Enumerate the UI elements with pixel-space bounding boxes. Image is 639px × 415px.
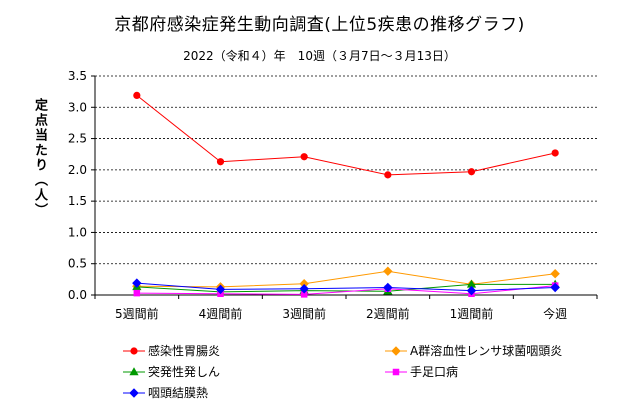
data-point: [133, 91, 141, 99]
x-tick-label: 1週間前: [450, 306, 494, 321]
plot-area: 0.0 0.5 1.0 1.5 2.0 2.5 3.0 3.5 5週間前 4週間前 3週間前 2週間前…: [68, 69, 598, 321]
legend-label: 咽頭結膜熱: [148, 386, 209, 400]
data-point: [383, 282, 393, 293]
legend-marker: [129, 388, 139, 398]
legend-swatch: [385, 368, 407, 376]
data-point: [383, 266, 393, 276]
legend-swatch: [385, 346, 407, 356]
chart-subtitle: 2022（令和４）年 10週（３月7日～３月13日）: [183, 49, 456, 63]
series-line: [136, 285, 556, 295]
data-point: [215, 284, 226, 295]
chart-title: 京都府感染症発生動向調査(上位5疾患の推移グラフ): [114, 15, 525, 35]
data-point: [133, 289, 141, 297]
y-tick-label: 2.0: [68, 163, 87, 177]
legend-label: A群溶血性レンサ球菌咽頭炎: [410, 344, 563, 358]
x-tick-label: 5週間前: [115, 306, 159, 321]
legend-marker: [391, 346, 401, 356]
legend-swatch: [123, 347, 145, 355]
series-line: [136, 270, 556, 288]
legend-swatch: [123, 388, 145, 398]
y-tick-label: 1.5: [68, 194, 87, 208]
series-line: [136, 282, 556, 292]
series-line: [136, 283, 556, 293]
legend-label: 突発性発しん: [148, 365, 221, 379]
y-tick-label: 0.5: [68, 257, 87, 271]
data-point: [384, 171, 392, 179]
y-tick-label: 1.0: [68, 225, 87, 239]
data-point: [132, 278, 142, 288]
x-tick-label: 今週: [543, 306, 567, 321]
y-tick-label: 3.0: [68, 100, 87, 114]
data-point: [550, 282, 560, 293]
y-tick-label: 0.0: [68, 288, 87, 302]
legend-marker: [392, 368, 400, 376]
y-tick-label: 2.5: [68, 132, 87, 146]
data-point: [550, 269, 560, 279]
data-point: [300, 153, 308, 161]
legend-swatch: [123, 367, 145, 376]
data-point: [299, 284, 309, 294]
data-point: [467, 168, 476, 176]
data-point: [551, 149, 559, 157]
data-point: [466, 285, 477, 296]
series-line: [136, 95, 556, 176]
y-axis-label: 定点当たり（人）: [32, 98, 47, 218]
x-tick-label: 3週間前: [282, 306, 326, 321]
data-point: [216, 158, 225, 166]
y-tick-label: 3.5: [68, 69, 87, 83]
legend-marker: [129, 367, 139, 376]
x-tick-label: 4週間前: [199, 306, 243, 321]
legend-marker: [130, 347, 138, 355]
legend-label: 感染性胃腸炎: [148, 344, 221, 358]
x-tick-label: 2週間前: [366, 306, 410, 321]
legend-label: 手足口病: [410, 365, 459, 379]
